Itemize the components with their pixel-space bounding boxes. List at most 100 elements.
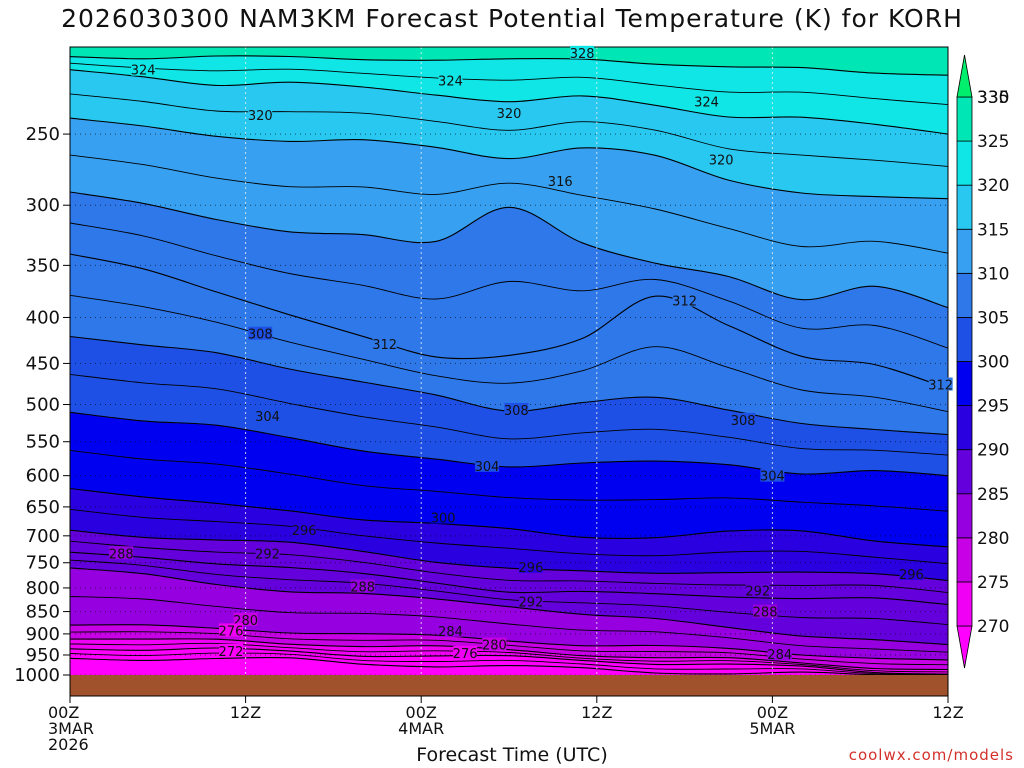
isentrope-318 [70, 154, 948, 254]
colorbar-label-280: 280 [977, 529, 1009, 549]
contour-label-bg [504, 402, 529, 416]
colorbar-segment-325 [956, 96, 973, 142]
contour-label-bg [482, 637, 507, 651]
contour-label-288: 288 [109, 547, 134, 562]
isentrope-274 [70, 652, 948, 675]
contour-label-layer: 324 324 328 324 320 320 320 316 312 312 312 308 308 3… [109, 45, 953, 663]
x-tick-label: 00Z [757, 703, 788, 722]
isentrope-284 [70, 624, 948, 661]
y-tick-label-800: 800 [26, 578, 60, 599]
colorbar-label-305: 305 [977, 308, 1009, 328]
contour-label-bg [518, 559, 543, 573]
isentrope-306 [70, 373, 948, 456]
colorbar-segment-300 [956, 317, 973, 362]
colorbar-segment-280 [956, 493, 973, 539]
y-tick-label-850: 850 [26, 602, 60, 623]
x-tick-label: 4MAR [398, 719, 444, 738]
contour-label-bg [518, 594, 543, 608]
isentrope-304 [70, 411, 948, 477]
contour-label-bg [218, 643, 243, 657]
contour-label-bg [928, 377, 953, 391]
colorbar-label-275: 275 [977, 573, 1009, 593]
colorbar-segment-310 [956, 228, 973, 274]
isentrope-294 [70, 540, 948, 594]
contour-label-bg [745, 583, 770, 597]
contour-label-304: 304 [475, 460, 500, 475]
contour-label-288: 288 [753, 606, 778, 621]
colorbar-label-320: 320 [977, 176, 1009, 196]
y-tick-label-500: 500 [26, 395, 60, 416]
y-tick-label-750: 750 [26, 553, 60, 574]
y-tick-label-550: 550 [26, 432, 60, 453]
contour-label-bg [255, 546, 280, 560]
y-tick-label-650: 650 [26, 497, 60, 518]
x-tick-label: 12Z [230, 703, 261, 722]
isentrope-286 [70, 596, 948, 653]
contour-label-284: 284 [438, 625, 463, 640]
isentrope-298 [70, 508, 948, 565]
contour-label-bg [548, 174, 573, 188]
contour-label-bg [438, 623, 463, 637]
contour-label-bg [248, 107, 273, 121]
x-tick-label: 12Z [932, 703, 963, 722]
contour-label-316: 316 [548, 175, 573, 190]
contour-label-bg [431, 510, 456, 524]
y-tick-label-350: 350 [26, 255, 60, 276]
contour-label-272: 272 [219, 645, 244, 660]
colorbar-label-335: 335 [977, 88, 1009, 108]
colorbar-label-330: 330 [977, 88, 1009, 108]
colorbar-lower-arrow [956, 625, 973, 669]
colorbar-upper-arrow [956, 54, 973, 98]
x-tick-label: 00Z [48, 703, 79, 722]
colorbar-segment-290 [956, 405, 973, 451]
contour-label-284: 284 [767, 648, 792, 663]
contour-label-320: 320 [497, 107, 522, 122]
colorbar-segment-275 [956, 537, 973, 583]
credit-text: coolwx.com/models [848, 746, 1014, 764]
x-tick-label: 2026 [48, 735, 89, 754]
contour-label-308: 308 [731, 414, 756, 429]
y-tick-label-900: 900 [26, 624, 60, 645]
y-tick-label-600: 600 [26, 466, 60, 487]
isentrope-324 [70, 69, 948, 135]
contour-label-bg [709, 152, 734, 166]
contour-label-324: 324 [131, 64, 156, 79]
contour-label-320: 320 [248, 109, 273, 124]
colorbar-label-290: 290 [977, 441, 1009, 461]
contour-label-296: 296 [292, 524, 317, 539]
isentrope-310 [70, 294, 948, 413]
contour-label-bg [350, 579, 375, 593]
contour-label-bg [899, 567, 924, 581]
x-tick-label: 3MAR [48, 719, 94, 738]
temperature-fill-layer [70, 47, 948, 675]
contour-label-bg [497, 106, 521, 120]
isentrope-280 [70, 638, 948, 671]
isentrope-290 [70, 559, 948, 626]
contour-label-bg [753, 604, 778, 618]
x-tick-label: 5MAR [749, 719, 795, 738]
chart-title: 2026030300 NAM3KM Forecast Potential Tem… [61, 4, 963, 33]
contour-label-bg [233, 612, 258, 626]
contour-label-296: 296 [899, 568, 924, 583]
contour-label-324: 324 [694, 96, 719, 111]
contour-label-320: 320 [709, 154, 734, 169]
y-tick-label-950: 950 [26, 645, 60, 666]
contour-label-bg [255, 409, 280, 423]
contour-label-304: 304 [760, 470, 785, 485]
contour-label-312: 312 [928, 379, 953, 394]
contour-label-280: 280 [482, 639, 507, 654]
contour-label-304: 304 [255, 410, 280, 425]
isentrope-292 [70, 551, 948, 606]
contour-label-bg [218, 623, 243, 637]
contour-label-276: 276 [453, 647, 478, 662]
contour-label-292: 292 [745, 584, 770, 599]
contour-label-bg [372, 336, 397, 350]
contour-label-312: 312 [372, 338, 397, 353]
contour-label-328: 328 [570, 47, 595, 62]
colorbar-segment-270 [956, 581, 973, 627]
colorbar-segment-315 [956, 184, 973, 230]
isentrope-314 [70, 222, 948, 349]
